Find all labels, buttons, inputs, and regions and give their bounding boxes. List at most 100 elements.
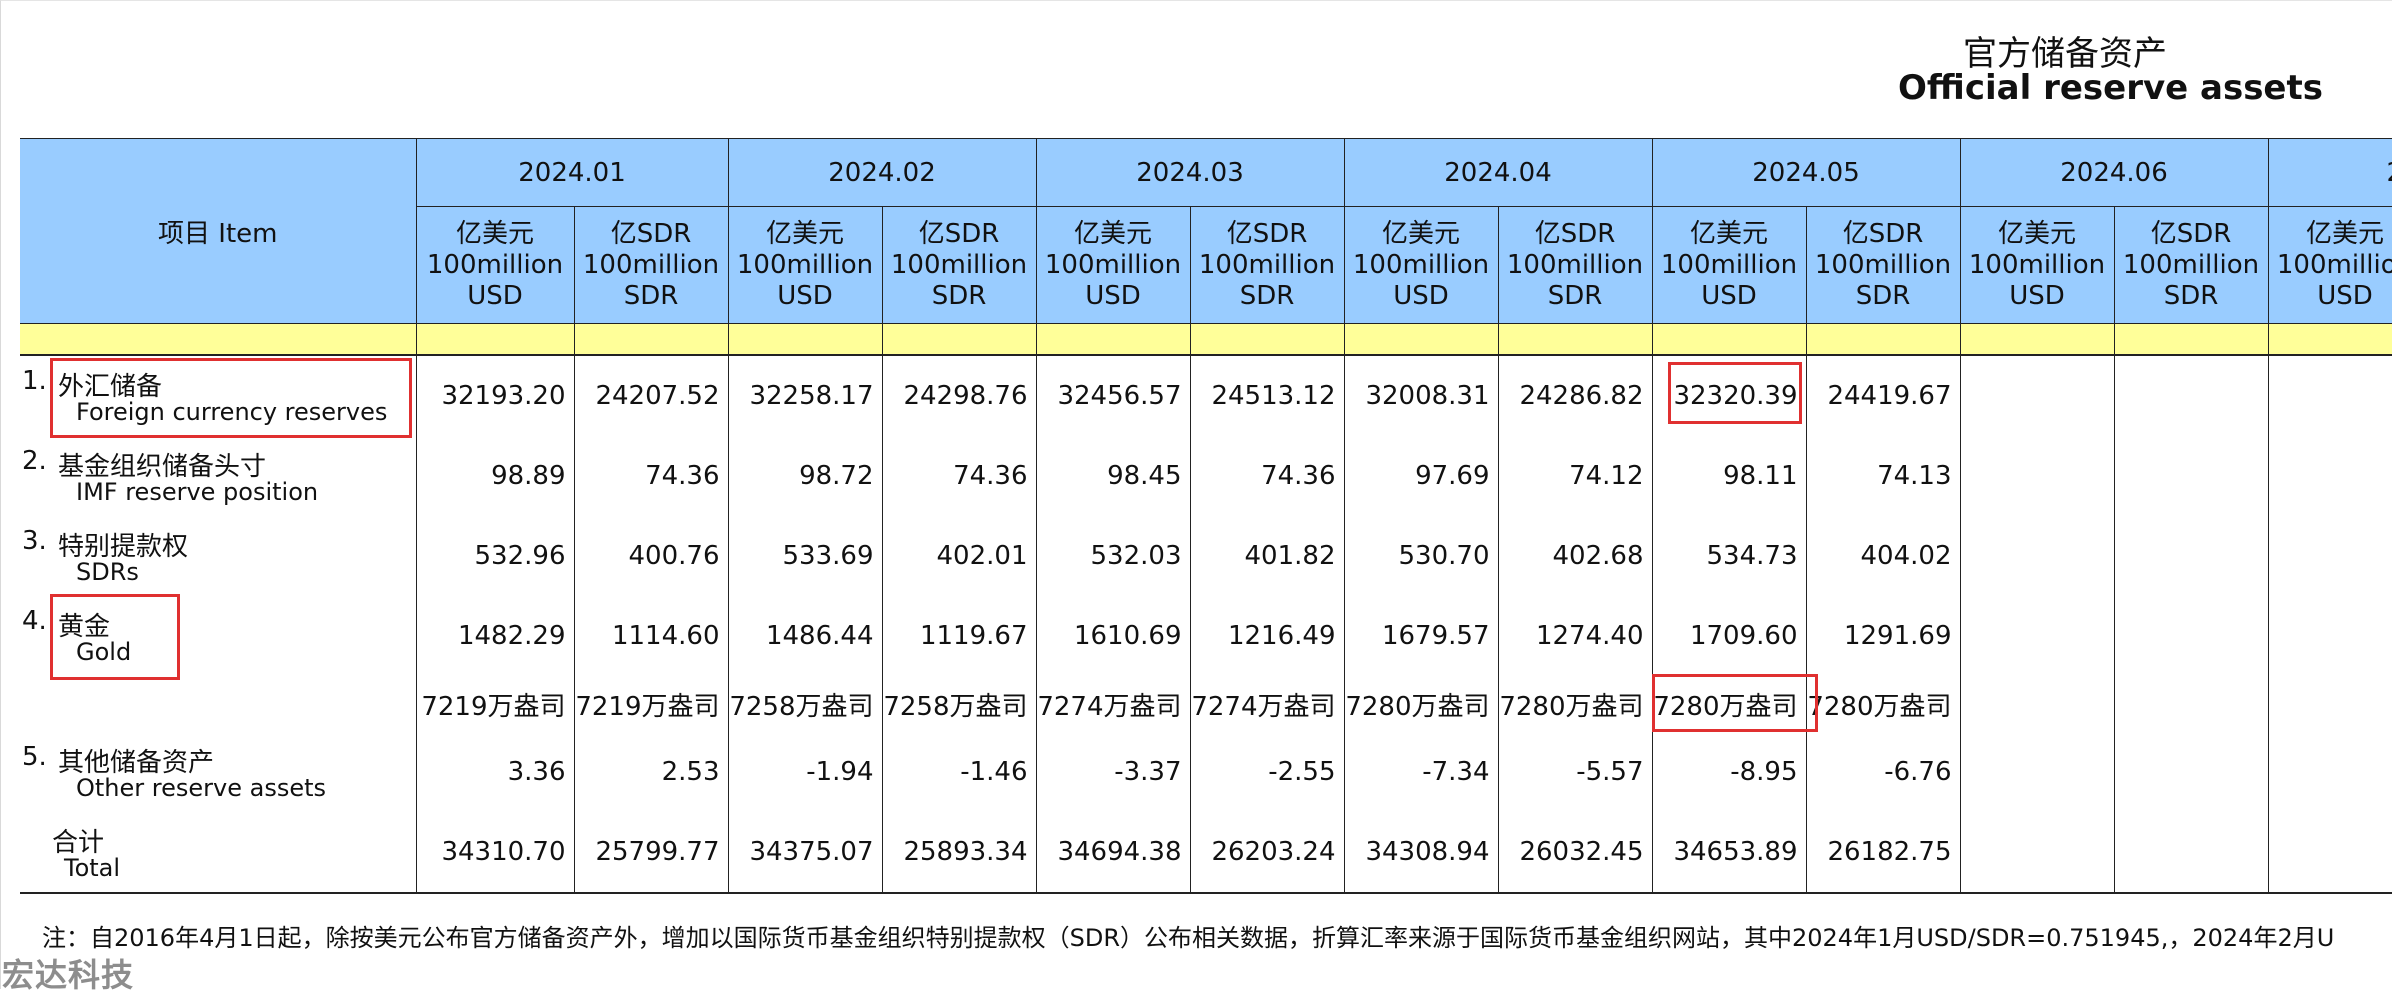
- table-cell: 1709.60: [1652, 596, 1806, 676]
- item-column-header: 项目 Item: [20, 139, 416, 324]
- table-cell: 25893.34: [882, 812, 1036, 893]
- unit-line: 100million: [1037, 250, 1190, 281]
- table-cell: -8.95: [1652, 732, 1806, 812]
- table-cell: [2114, 355, 2268, 436]
- row-index: 4.: [22, 606, 47, 636]
- table-cell: 98.11: [1652, 436, 1806, 516]
- table-cell: 32456.57: [1036, 355, 1190, 436]
- table-cell: [2114, 676, 2268, 732]
- table-cell: -5.57: [1498, 732, 1652, 812]
- unit-line: 亿SDR: [1807, 219, 1960, 250]
- unit-line: SDR: [1191, 281, 1344, 312]
- table-cell: -1.46: [882, 732, 1036, 812]
- table-cell: [2114, 812, 2268, 893]
- table-cell: 7280万盎司: [1344, 676, 1498, 732]
- table-cell: [2114, 516, 2268, 596]
- table-cell: 34653.89: [1652, 812, 1806, 893]
- month-header: 20: [2268, 139, 2392, 207]
- row-label-en: Foreign currency reserves: [76, 398, 387, 426]
- unit-line: 100million: [1345, 250, 1498, 281]
- row-index: 2.: [22, 446, 47, 476]
- table-cell: 26203.24: [1190, 812, 1344, 893]
- unit-line: 亿美元: [1653, 219, 1806, 250]
- table-cell: 34694.38: [1036, 812, 1190, 893]
- unit-line: USD: [2269, 281, 2392, 312]
- table-cell: -1.94: [728, 732, 882, 812]
- unit-line: USD: [729, 281, 882, 312]
- unit-line: 亿美元: [1037, 219, 1190, 250]
- row-label-en: Gold: [76, 638, 131, 666]
- table-cell: [2114, 596, 2268, 676]
- table-cell: [2268, 596, 2392, 676]
- table-cell: 98.89: [416, 436, 574, 516]
- table-cell: [1960, 732, 2114, 812]
- table-cell: 34375.07: [728, 812, 882, 893]
- table-cell: 24419.67: [1806, 355, 1960, 436]
- table-cell: 74.12: [1498, 436, 1652, 516]
- table-cell: -6.76: [1806, 732, 1960, 812]
- table-cell: 534.73: [1652, 516, 1806, 596]
- table-cell: 7280万盎司: [1806, 676, 1960, 732]
- table-cell: 1482.29: [416, 596, 574, 676]
- unit-line: 亿SDR: [575, 219, 728, 250]
- unit-line: SDR: [883, 281, 1036, 312]
- table-cell: [1960, 812, 2114, 893]
- table-cell: [2268, 355, 2392, 436]
- table-cell: 74.36: [574, 436, 728, 516]
- table-cell: [1960, 516, 2114, 596]
- table-cell: 74.36: [882, 436, 1036, 516]
- table-cell: 98.45: [1036, 436, 1190, 516]
- table-cell: 1610.69: [1036, 596, 1190, 676]
- table-cell: 533.69: [728, 516, 882, 596]
- table-cell: 1114.60: [574, 596, 728, 676]
- separator-band: [20, 324, 2392, 356]
- table-cell: 34308.94: [1344, 812, 1498, 893]
- table-cell: 7280万盎司: [1498, 676, 1652, 732]
- month-header-partial: 20: [2387, 158, 2392, 188]
- table-cell: 98.72: [728, 436, 882, 516]
- table-cell: 7219万盎司: [574, 676, 728, 732]
- unit-line: SDR: [2115, 281, 2268, 312]
- unit-line: 100million: [883, 250, 1036, 281]
- table-cell: 530.70: [1344, 516, 1498, 596]
- row-index: 5.: [22, 742, 47, 772]
- row-label: [20, 676, 416, 732]
- unit-line: 亿SDR: [1191, 219, 1344, 250]
- unit-line: 亿美元: [417, 219, 574, 250]
- table-cell: 7258万盎司: [882, 676, 1036, 732]
- table-cell: 1486.44: [728, 596, 882, 676]
- unit-line: 100million: [729, 250, 882, 281]
- unit-line: USD: [1345, 281, 1498, 312]
- row-label-en: IMF reserve position: [76, 478, 318, 506]
- table-cell: 404.02: [1806, 516, 1960, 596]
- table-cell: 1679.57: [1344, 596, 1498, 676]
- table-cell: [2268, 436, 2392, 516]
- table-cell: [1960, 596, 2114, 676]
- table-cell: 97.69: [1344, 436, 1498, 516]
- month-header: 2024.05: [1652, 139, 1960, 207]
- unit-line: 亿SDR: [883, 219, 1036, 250]
- table-cell: 7258万盎司: [728, 676, 882, 732]
- table-cell: 7219万盎司: [416, 676, 574, 732]
- table-cell: 24298.76: [882, 355, 1036, 436]
- unit-line: 100million: [2115, 250, 2268, 281]
- row-index: 1.: [22, 366, 47, 396]
- table-cell: 26032.45: [1498, 812, 1652, 893]
- table-cell: 24286.82: [1498, 355, 1652, 436]
- unit-line: USD: [417, 281, 574, 312]
- row-label-en: SDRs: [76, 558, 139, 586]
- table-cell: 3.36: [416, 732, 574, 812]
- row-label-en: Total: [64, 854, 120, 882]
- table-cell: 32320.39: [1652, 355, 1806, 436]
- unit-line: 亿美元: [1345, 219, 1498, 250]
